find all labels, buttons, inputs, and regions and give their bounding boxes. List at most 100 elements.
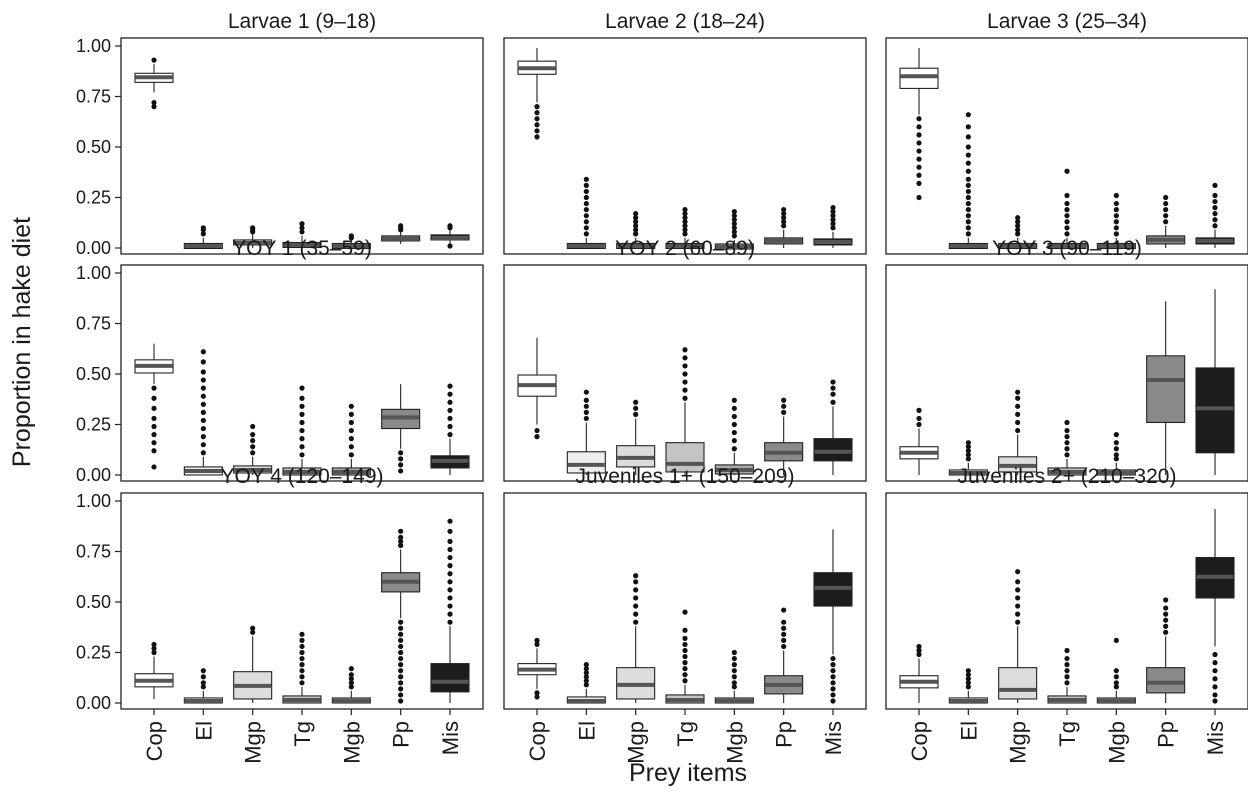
outlier-point [200, 668, 206, 674]
x-tick-label: Cop [142, 721, 167, 761]
box-body [899, 67, 939, 89]
box-mgb [714, 649, 754, 704]
chart-panel: Juveniles 1+ (150–209) Cop El Mgp Tg Mgb Pp Mis [503, 465, 867, 764]
outlier-point [1212, 211, 1218, 217]
outlier-point [682, 678, 688, 684]
box-cop [134, 343, 174, 470]
outlier-point [731, 662, 737, 668]
outlier-point [151, 440, 157, 446]
outlier-point [916, 647, 922, 654]
outlier-point [1212, 205, 1218, 211]
outlier-point [1163, 207, 1169, 213]
box-mis [813, 205, 853, 248]
outlier-point [633, 619, 639, 625]
outlier-point [583, 176, 589, 182]
outlier-point [682, 379, 688, 385]
outlier-point [830, 221, 836, 227]
outlier-point [1113, 225, 1119, 231]
panel-title: Larvae 3 (25–34) [987, 10, 1147, 33]
outlier-point [1113, 440, 1119, 446]
outlier-point [398, 649, 404, 656]
outlier-point [398, 450, 404, 456]
outlier-point [1113, 213, 1119, 219]
outlier-point [299, 662, 305, 668]
outlier-point [299, 444, 305, 450]
outlier-point [398, 637, 404, 643]
outlier-point [1064, 674, 1070, 680]
panel-title: YOY 1 (35–59) [232, 237, 372, 260]
outlier-point [965, 144, 971, 150]
outlier-point [781, 403, 787, 409]
x-tick-label: Pp [389, 721, 414, 748]
outlier-point [965, 124, 971, 130]
outlier-point [348, 444, 354, 450]
outlier-point [731, 446, 737, 452]
x-tick-label: Mis [1203, 721, 1228, 755]
outlier-point [299, 649, 305, 656]
outlier-point [1015, 223, 1021, 229]
outlier-point [1064, 440, 1070, 446]
outlier-point [830, 668, 836, 674]
box-mgp [616, 399, 656, 475]
x-tick-label: Mgp [624, 721, 649, 764]
outlier-point [830, 698, 836, 704]
box-pp [1146, 301, 1186, 475]
outlier-point [731, 680, 737, 686]
outlier-point [682, 666, 688, 672]
y-tick-label: 0.25 [76, 188, 111, 208]
outlier-point [1212, 651, 1218, 658]
outlier-point [447, 554, 453, 561]
outlier-point [1163, 194, 1169, 201]
outlier-point [682, 609, 688, 615]
outlier-point [965, 160, 971, 166]
outlier-point [250, 225, 256, 231]
outlier-point [965, 176, 971, 182]
outlier-point [200, 369, 206, 375]
box-cop [134, 641, 174, 699]
outlier-point [348, 676, 354, 682]
box-mgb [331, 666, 371, 704]
outlier-point [682, 207, 688, 213]
x-tick-label: Tg [1055, 721, 1080, 747]
x-tick-label: Cop [525, 721, 550, 761]
outlier-point [534, 134, 540, 140]
x-tick-label: Pp [1154, 721, 1179, 748]
outlier-point [1113, 452, 1119, 458]
box-mgp [616, 211, 656, 250]
outlier-point [682, 395, 688, 401]
outlier-point [151, 405, 157, 411]
box-pp [381, 223, 421, 244]
outlier-point [682, 219, 688, 225]
outlier-point [398, 668, 404, 674]
outlier-point [299, 637, 305, 643]
outlier-point [731, 668, 737, 674]
outlier-point [299, 631, 305, 637]
outlier-point [965, 152, 971, 158]
outlier-point [1163, 623, 1169, 629]
outlier-point [1064, 419, 1070, 426]
box-pp [1146, 597, 1186, 703]
box-mgp [998, 569, 1038, 703]
box-mgb [331, 403, 371, 476]
box-el [183, 668, 223, 704]
outlier-point [1113, 432, 1119, 438]
outlier-point [633, 595, 639, 601]
outlier-point [830, 205, 836, 211]
outlier-point [682, 387, 688, 393]
box-el [566, 389, 606, 475]
outlier-point [965, 231, 971, 237]
outlier-point [200, 359, 206, 365]
outlier-point [398, 680, 404, 686]
outlier-point [1015, 411, 1021, 417]
outlier-point [916, 421, 922, 428]
outlier-point [200, 425, 206, 432]
outlier-point [633, 573, 639, 579]
chart-panel: Juveniles 2+ (210–320) Cop El Mgp Tg Mgb Pp Mis [885, 465, 1248, 764]
panel-frame [120, 37, 484, 255]
outlier-point [398, 692, 404, 698]
y-tick-label: 0.00 [76, 465, 111, 485]
outlier-point [1113, 680, 1119, 686]
outlier-point [398, 542, 404, 549]
outlier-point [1212, 660, 1218, 666]
outlier-point [633, 611, 639, 617]
